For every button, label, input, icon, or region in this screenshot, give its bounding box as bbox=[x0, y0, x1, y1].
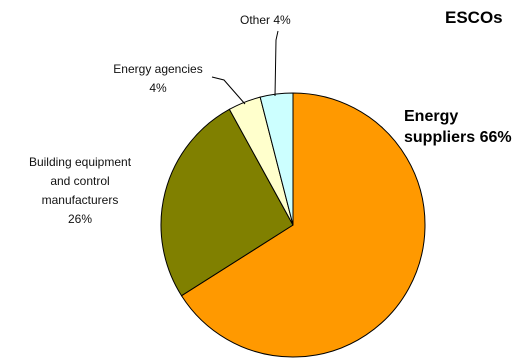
slice-label-energy-agencies: Energy agencies 4% bbox=[90, 60, 226, 98]
slice-label-line: Energy agencies bbox=[113, 62, 203, 76]
slice-label-building-equipment: Building equipment and control manufactu… bbox=[10, 153, 150, 229]
slice-label-line: Energy bbox=[404, 108, 459, 125]
chart-title: ESCOs bbox=[445, 8, 503, 27]
slice-label-line: manufacturers bbox=[41, 193, 119, 207]
slice-label-line: 4% bbox=[149, 81, 167, 95]
slice-label-energy-suppliers: Energy suppliers 66% bbox=[404, 106, 512, 148]
slice-label-line: Other 4% bbox=[240, 13, 291, 27]
leader-line-energy-agencies bbox=[211, 76, 246, 105]
slice-label-line: 26% bbox=[67, 212, 93, 226]
pie-slice-energy-suppliers bbox=[180, 92, 426, 358]
slice-label-line: suppliers 66% bbox=[404, 129, 512, 146]
leader-line-other bbox=[274, 30, 279, 97]
pie-slice-other bbox=[259, 92, 294, 226]
slice-label-line: and control bbox=[50, 174, 110, 188]
slice-label-line: Building equipment bbox=[28, 155, 132, 169]
pie-slice-building-equipment-and-control-manufacturers bbox=[160, 108, 294, 297]
slice-label-other: Other 4% bbox=[240, 11, 291, 30]
